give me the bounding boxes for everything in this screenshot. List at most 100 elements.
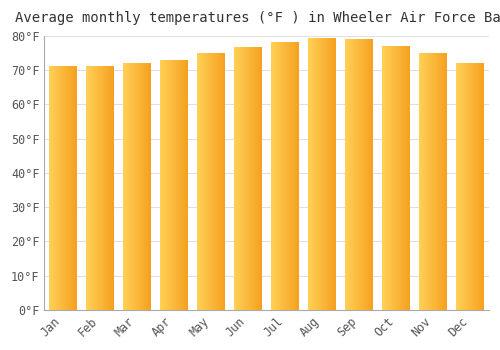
- Bar: [255, 47, 256, 310]
- Bar: [234, 47, 235, 310]
- Bar: [360, 40, 361, 310]
- Bar: [319, 38, 320, 310]
- Bar: [64, 66, 65, 310]
- Bar: [312, 38, 313, 310]
- Bar: [141, 63, 142, 310]
- Bar: [333, 38, 334, 310]
- Bar: [49, 66, 50, 310]
- Bar: [392, 46, 393, 310]
- Bar: [137, 63, 138, 310]
- Bar: [335, 38, 336, 310]
- Bar: [310, 38, 311, 310]
- Bar: [296, 42, 297, 310]
- Bar: [173, 60, 174, 310]
- Bar: [166, 60, 167, 310]
- Bar: [107, 66, 108, 310]
- Bar: [396, 46, 397, 310]
- Bar: [327, 38, 328, 310]
- Bar: [185, 60, 186, 310]
- Bar: [187, 60, 188, 310]
- Bar: [207, 53, 208, 310]
- Bar: [235, 47, 236, 310]
- Bar: [135, 63, 136, 310]
- Bar: [363, 40, 364, 310]
- Bar: [132, 63, 133, 310]
- Bar: [325, 38, 326, 310]
- Bar: [55, 66, 56, 310]
- Bar: [292, 42, 293, 310]
- Bar: [409, 46, 410, 310]
- Bar: [397, 46, 398, 310]
- Bar: [165, 60, 166, 310]
- Bar: [474, 63, 475, 310]
- Bar: [326, 38, 327, 310]
- Bar: [210, 53, 211, 310]
- Bar: [438, 53, 439, 310]
- Bar: [238, 47, 240, 310]
- Bar: [216, 53, 217, 310]
- Bar: [164, 60, 165, 310]
- Bar: [211, 53, 212, 310]
- Bar: [483, 63, 484, 310]
- Bar: [174, 60, 175, 310]
- Bar: [364, 40, 365, 310]
- Bar: [408, 46, 409, 310]
- Bar: [315, 38, 316, 310]
- Bar: [436, 53, 437, 310]
- Bar: [472, 63, 473, 310]
- Bar: [481, 63, 482, 310]
- Bar: [285, 42, 286, 310]
- Bar: [208, 53, 209, 310]
- Bar: [331, 38, 332, 310]
- Bar: [96, 66, 97, 310]
- Bar: [167, 60, 168, 310]
- Bar: [252, 47, 253, 310]
- Bar: [171, 60, 172, 310]
- Bar: [62, 66, 63, 310]
- Bar: [133, 63, 134, 310]
- Bar: [237, 47, 238, 310]
- Bar: [471, 63, 472, 310]
- Bar: [434, 53, 435, 310]
- Bar: [240, 47, 241, 310]
- Bar: [74, 66, 75, 310]
- Bar: [431, 53, 432, 310]
- Bar: [212, 53, 213, 310]
- Bar: [52, 66, 53, 310]
- Bar: [247, 47, 248, 310]
- Bar: [297, 42, 298, 310]
- Bar: [214, 53, 215, 310]
- Bar: [125, 63, 126, 310]
- Bar: [150, 63, 151, 310]
- Bar: [94, 66, 95, 310]
- Bar: [288, 42, 289, 310]
- Bar: [309, 38, 310, 310]
- Bar: [63, 66, 64, 310]
- Bar: [293, 42, 294, 310]
- Bar: [467, 63, 468, 310]
- Bar: [426, 53, 427, 310]
- Bar: [102, 66, 103, 310]
- Bar: [317, 38, 318, 310]
- Bar: [172, 60, 173, 310]
- Bar: [224, 53, 225, 310]
- Bar: [220, 53, 221, 310]
- Bar: [103, 66, 104, 310]
- Bar: [350, 40, 351, 310]
- Bar: [200, 53, 201, 310]
- Bar: [362, 40, 363, 310]
- Bar: [394, 46, 395, 310]
- Bar: [184, 60, 185, 310]
- Bar: [372, 40, 373, 310]
- Bar: [60, 66, 61, 310]
- Bar: [421, 53, 422, 310]
- Bar: [276, 42, 277, 310]
- Bar: [382, 46, 383, 310]
- Bar: [456, 63, 457, 310]
- Bar: [213, 53, 214, 310]
- Bar: [429, 53, 430, 310]
- Bar: [482, 63, 483, 310]
- Bar: [57, 66, 58, 310]
- Bar: [458, 63, 460, 310]
- Bar: [222, 53, 223, 310]
